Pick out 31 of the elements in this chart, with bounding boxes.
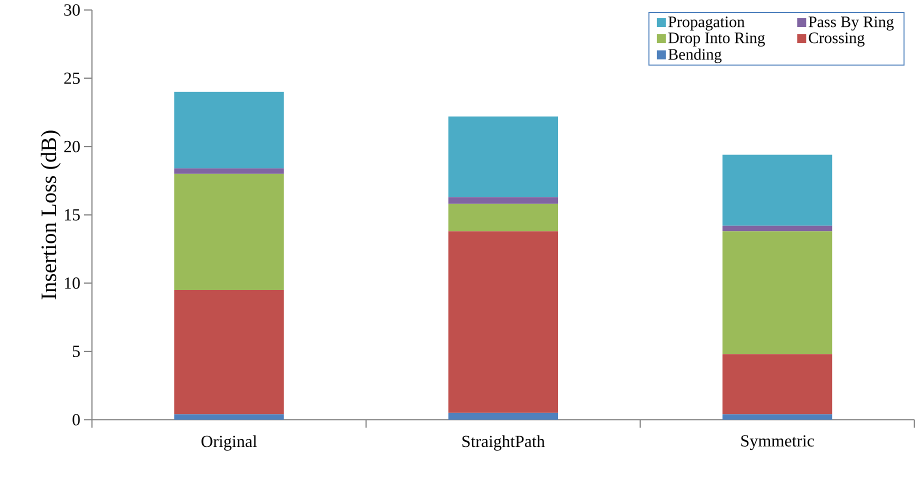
bar [174, 414, 284, 420]
bar [448, 204, 558, 232]
bar [722, 226, 832, 232]
y-axis-title: Insertion Loss (dB) [40, 130, 61, 300]
y-tick-label: 20 [64, 141, 80, 152]
x-tick-label: StraightPath [462, 435, 545, 451]
bar [448, 231, 558, 414]
legend-label: Bending [668, 48, 722, 64]
y-tick-label: 15 [65, 209, 80, 221]
legend-label: Pass By Ring [808, 16, 894, 31]
legend-label: Drop Into Ring [668, 32, 765, 47]
bar [174, 92, 284, 169]
bar [174, 290, 284, 414]
bar [174, 168, 284, 174]
bar [722, 354, 832, 414]
y-tick-label: 10 [65, 278, 80, 290]
y-tick-label: 5 [72, 346, 80, 358]
y-tick-label: 0 [72, 414, 80, 426]
bar [174, 174, 284, 290]
bar [448, 413, 558, 420]
x-tick-label: Original [202, 435, 257, 451]
bar [722, 154, 832, 226]
bar [448, 116, 558, 198]
bar [722, 231, 832, 354]
y-tick-label: 25 [64, 72, 80, 84]
x-tick-label: Symmetric [741, 435, 814, 450]
y-tick-label: 30 [64, 4, 80, 16]
bar [448, 197, 558, 204]
legend-label: Propagation [668, 16, 745, 31]
bar [722, 414, 832, 420]
legend-label: Crossing [808, 32, 865, 47]
